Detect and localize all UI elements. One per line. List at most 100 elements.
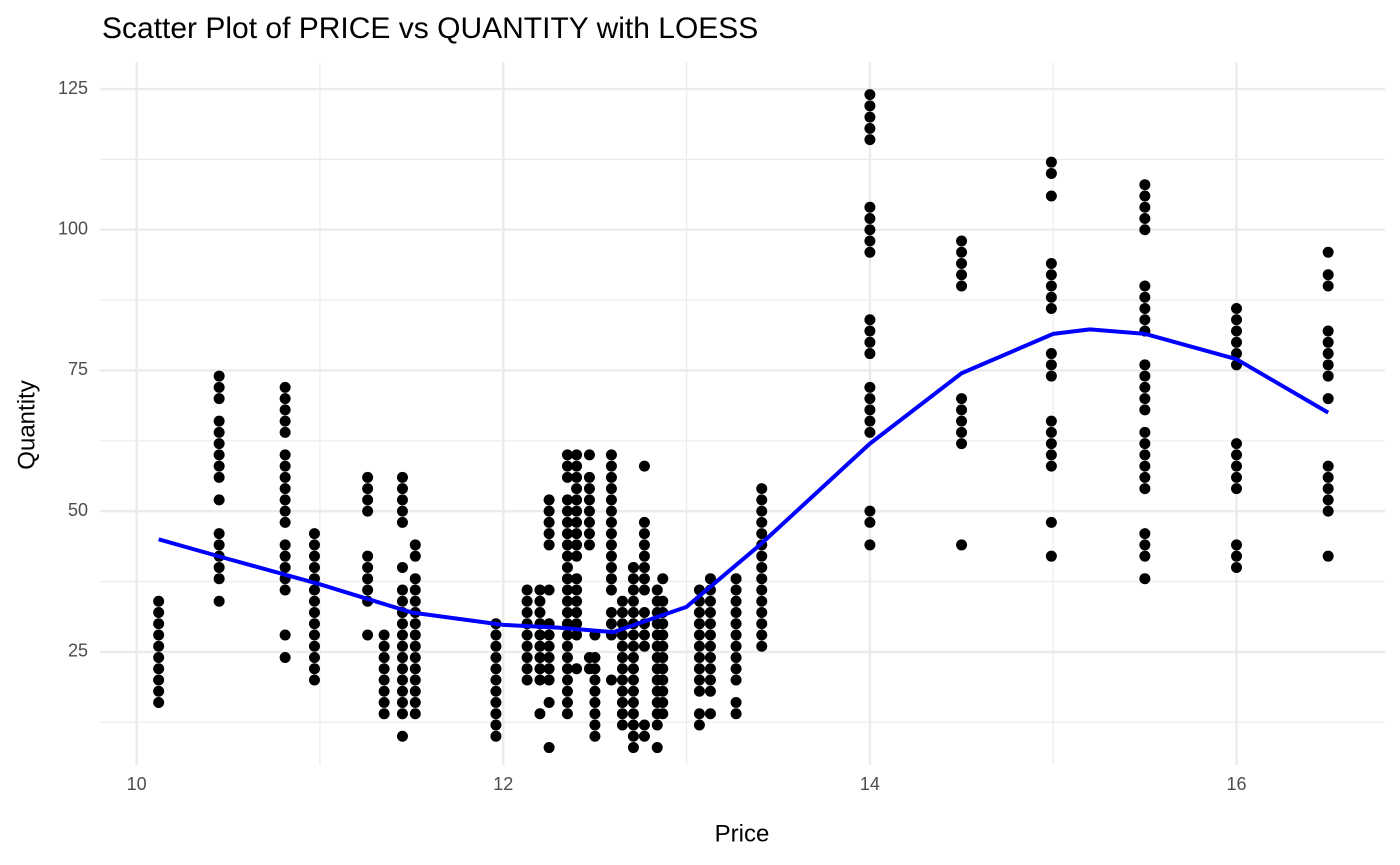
point: [362, 505, 374, 517]
point: [605, 539, 617, 551]
point: [657, 651, 669, 663]
point: [730, 573, 742, 585]
point: [1045, 167, 1057, 179]
point: [704, 573, 716, 585]
point: [543, 651, 555, 663]
point: [534, 708, 546, 720]
point: [521, 606, 533, 618]
point: [1139, 370, 1151, 382]
point: [616, 685, 628, 697]
point: [1139, 460, 1151, 472]
point: [213, 595, 225, 607]
point: [956, 415, 968, 427]
point: [864, 111, 876, 123]
point: [693, 685, 705, 697]
point: [1045, 156, 1057, 168]
point: [521, 663, 533, 675]
y-tick-label: 100: [58, 218, 88, 238]
point: [362, 584, 374, 596]
point: [378, 640, 390, 652]
point: [396, 584, 408, 596]
point: [638, 719, 650, 731]
point: [956, 539, 968, 551]
point: [1045, 303, 1057, 315]
point: [956, 235, 968, 247]
point: [1139, 381, 1151, 393]
point: [153, 595, 165, 607]
point: [864, 426, 876, 438]
point: [378, 629, 390, 641]
point: [213, 471, 225, 483]
chart-title: Scatter Plot of PRICE vs QUANTITY with L…: [102, 12, 758, 45]
point: [490, 674, 502, 686]
point: [704, 595, 716, 607]
point: [1322, 348, 1334, 360]
point: [1045, 280, 1057, 292]
point: [605, 494, 617, 506]
point: [1139, 303, 1151, 315]
point: [543, 742, 555, 754]
point: [396, 685, 408, 697]
point: [1322, 269, 1334, 281]
point: [571, 483, 583, 495]
point: [730, 651, 742, 663]
loess-line: [158, 327, 1330, 635]
point: [1231, 325, 1243, 337]
point: [571, 505, 583, 517]
point: [571, 584, 583, 596]
point: [362, 471, 374, 483]
point: [308, 595, 320, 607]
point: [864, 235, 876, 247]
point: [213, 528, 225, 540]
point: [396, 505, 408, 517]
point: [396, 651, 408, 663]
point: [1139, 471, 1151, 483]
point: [534, 595, 546, 607]
point: [308, 651, 320, 663]
point: [638, 640, 650, 652]
point: [616, 640, 628, 652]
point: [561, 449, 573, 461]
point: [378, 685, 390, 697]
point: [730, 618, 742, 630]
point: [693, 663, 705, 675]
point: [956, 404, 968, 416]
point: [279, 516, 291, 528]
point: [616, 651, 628, 663]
point: [308, 550, 320, 562]
point: [1045, 550, 1057, 562]
point: [279, 494, 291, 506]
point: [362, 494, 374, 506]
point: [657, 618, 669, 630]
point: [627, 685, 639, 697]
point: [279, 483, 291, 495]
point: [1139, 212, 1151, 224]
point: [627, 708, 639, 720]
point: [1322, 550, 1334, 562]
point: [730, 708, 742, 720]
point: [490, 697, 502, 709]
point: [583, 528, 595, 540]
point: [589, 730, 601, 742]
point: [153, 651, 165, 663]
point: [534, 584, 546, 596]
point: [561, 573, 573, 585]
point: [638, 550, 650, 562]
point: [279, 651, 291, 663]
point: [583, 539, 595, 551]
point: [153, 629, 165, 641]
point: [571, 550, 583, 562]
point: [616, 697, 628, 709]
point: [956, 258, 968, 270]
point: [1045, 449, 1057, 461]
point: [534, 606, 546, 618]
point: [1139, 291, 1151, 303]
point: [605, 618, 617, 630]
point: [534, 663, 546, 675]
point: [561, 516, 573, 528]
point: [693, 640, 705, 652]
point: [543, 629, 555, 641]
point: [308, 561, 320, 573]
point: [657, 663, 669, 675]
point: [756, 640, 768, 652]
